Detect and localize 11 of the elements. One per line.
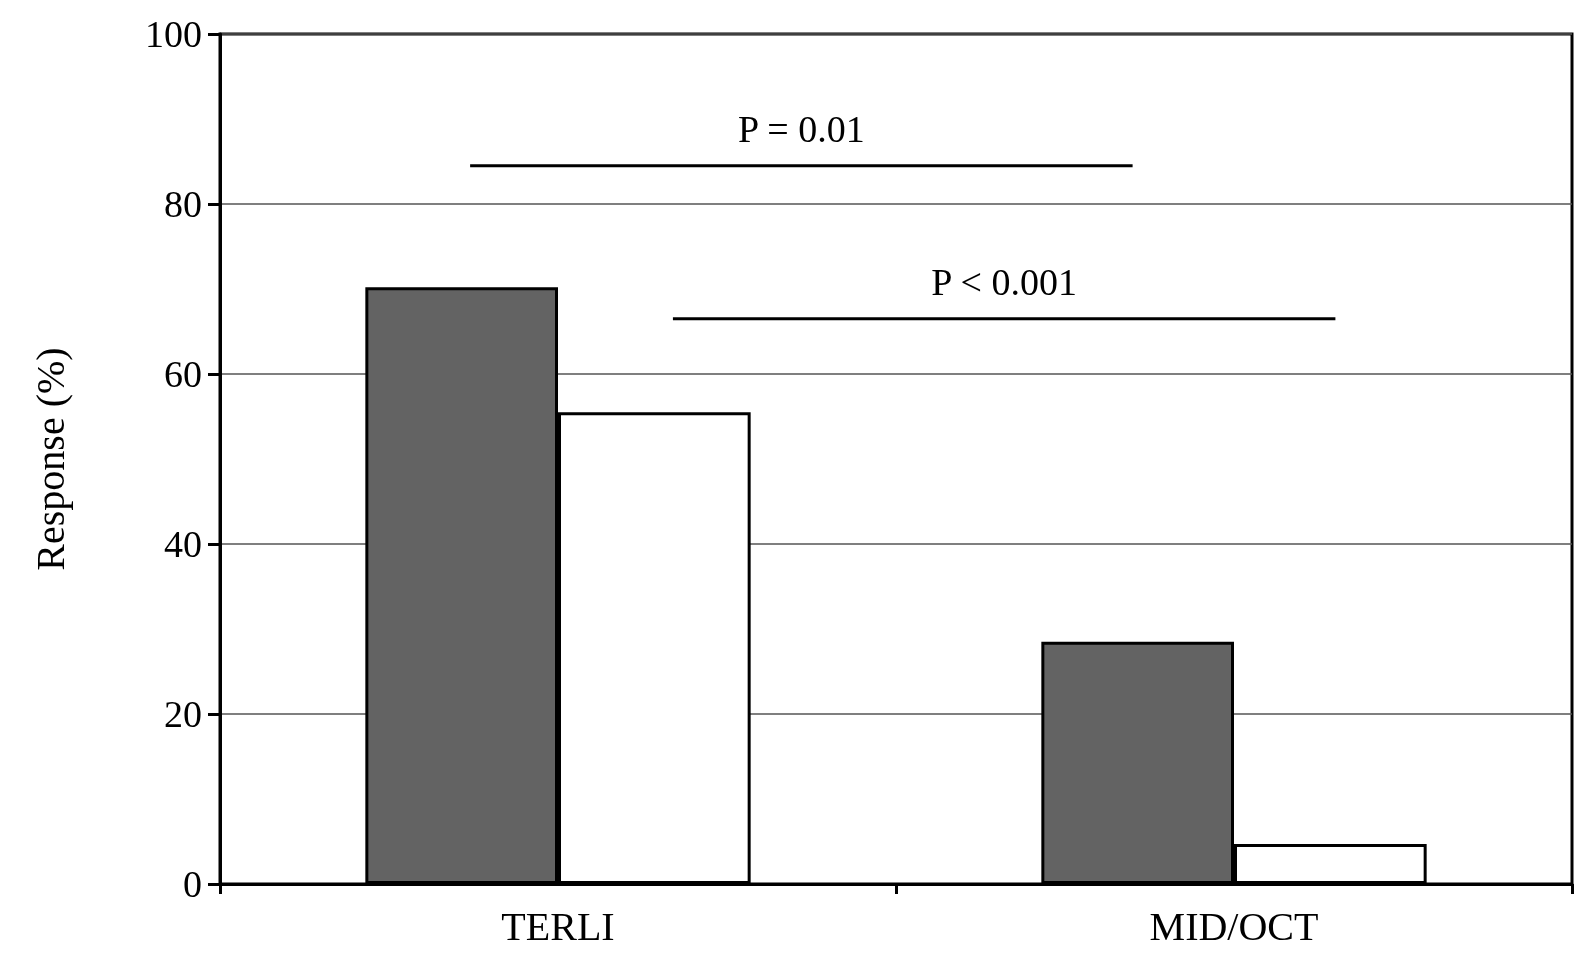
y-axis-title: Response (%)	[27, 347, 73, 571]
x-tick-label: MID/OCT	[1149, 903, 1319, 949]
y-tick-label: 100	[145, 13, 202, 55]
annotation: P < 0.001	[931, 260, 1077, 303]
y-tick-label: 20	[164, 693, 202, 735]
y-tick-label: 80	[164, 183, 202, 225]
annotation: P = 0.01	[738, 107, 865, 150]
x-tick-label: TERLI	[501, 903, 615, 949]
y-tick-label: 60	[164, 353, 202, 395]
y-tick-label: 40	[164, 523, 202, 565]
y-tick-label: 0	[183, 863, 202, 905]
